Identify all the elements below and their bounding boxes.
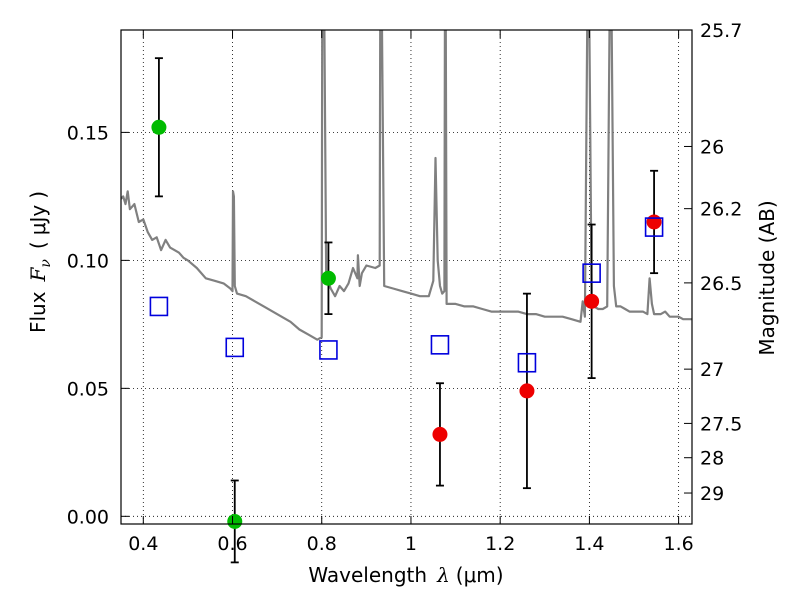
y2-tick-label: 27 (700, 359, 724, 381)
right-axis-label: Magnitude (AB) (755, 200, 779, 355)
x-tick-label: 1 (405, 533, 417, 555)
plot-frame (120, 29, 693, 525)
y2-tick-label: 26.5 (700, 273, 742, 295)
model-spectrum (121, 30, 692, 341)
x-tick-label: 0.8 (307, 533, 337, 555)
y-tick-label: 0.05 (67, 378, 109, 400)
data-markers (149, 119, 664, 529)
x-tick-label: 1.6 (664, 533, 694, 555)
model-photometry-square (644, 217, 664, 237)
axis-ticks: 0.4 0.6 0.8 1 1.2 1.4 1.6 0.00 0.05 0.10 0.15 25.7 2… (67, 20, 743, 555)
x-axis-label: Wavelength λ (μm) (308, 563, 503, 587)
red-data-point (519, 383, 535, 399)
red-data-point (584, 293, 600, 309)
red-data-point (646, 214, 662, 230)
y-tick-label: 0.15 (67, 122, 109, 144)
model-photometry-square (319, 340, 338, 360)
model-photometry-square (225, 337, 245, 358)
model-photometry-square (582, 263, 601, 283)
x-tick-label: 1.2 (485, 533, 515, 555)
x-tick-label: 0.6 (217, 533, 247, 555)
y2-tick-label: 27.5 (700, 413, 742, 435)
y-tick-label: 0.10 (67, 250, 109, 272)
red-data-point (432, 426, 448, 442)
x-tick-label: 0.4 (128, 533, 158, 555)
green-data-point (151, 119, 167, 135)
x-tick-label: 1.4 (574, 533, 604, 555)
y2-tick-label: 26 (700, 136, 724, 158)
model-photometry-square (430, 335, 450, 355)
spectrum-line (121, 30, 692, 341)
green-data-point (320, 270, 336, 286)
y2-tick-label: 29 (700, 483, 724, 505)
model-photometry-square (149, 296, 169, 317)
model-photometry-square (517, 352, 537, 373)
y2-tick-label: 26.2 (700, 199, 742, 221)
green-data-point (227, 513, 243, 529)
y-tick-label: 0.00 (67, 506, 109, 528)
y-axis-label: FluxFν(μJy) (26, 191, 54, 333)
y2-tick-label: 28 (700, 448, 724, 470)
y2-tick-label: 25.7 (700, 20, 742, 42)
